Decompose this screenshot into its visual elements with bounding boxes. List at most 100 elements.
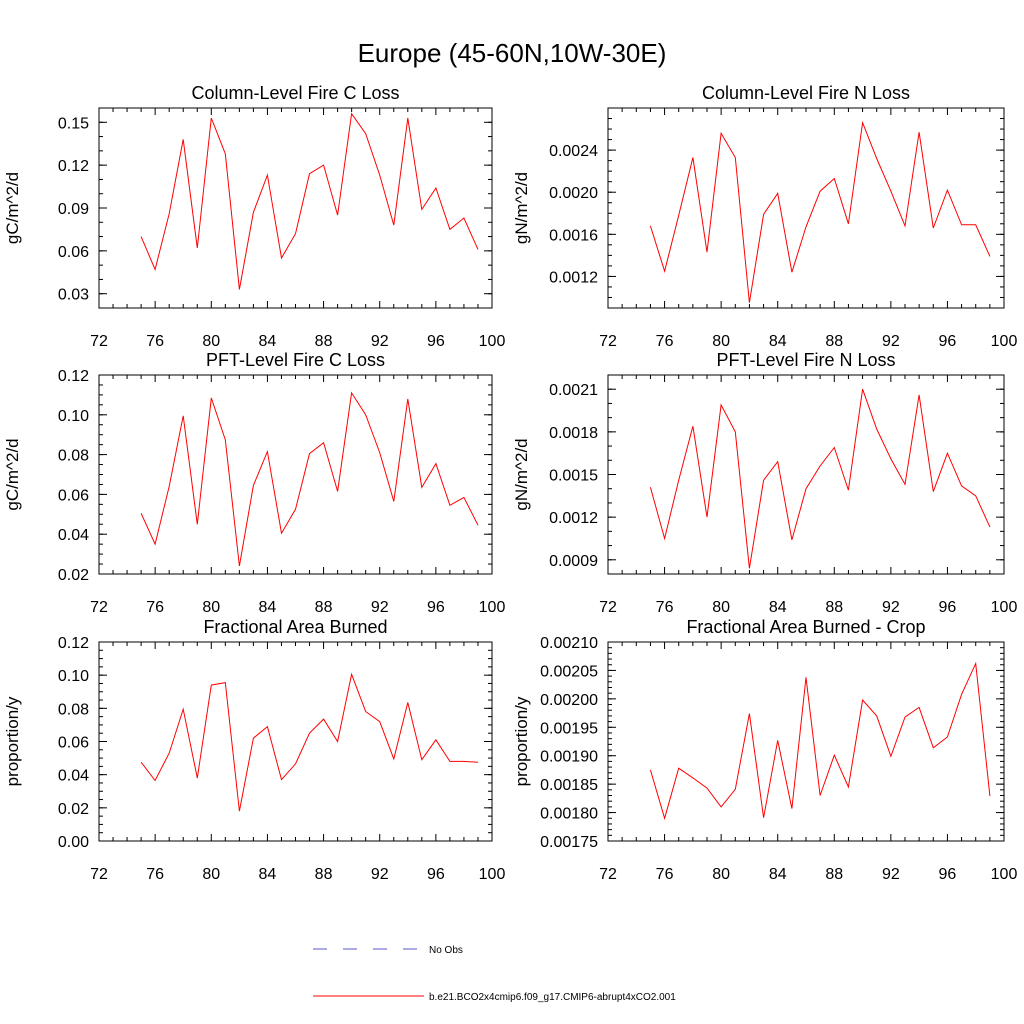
x-tick-label: 76 — [146, 599, 164, 616]
x-tick-label: 84 — [769, 333, 787, 350]
x-tick-label: 100 — [991, 866, 1018, 883]
x-tick-label: 80 — [202, 333, 220, 350]
panel-title: PFT-Level Fire N Loss — [716, 350, 895, 370]
y-axis-label: gC/m^2/d — [3, 438, 22, 510]
x-tick-label: 80 — [202, 866, 220, 883]
legend-model-label: b.e21.BCO2x4cmip6.f09_g17.CMIP6-abrupt4x… — [429, 992, 676, 1003]
x-tick-label: 96 — [427, 866, 445, 883]
x-tick-label: 88 — [825, 599, 843, 616]
x-tick-label: 100 — [479, 333, 506, 350]
y-tick-label: 0.00 — [58, 834, 89, 851]
series-line-1 — [649, 389, 991, 569]
y-tick-label: 0.06 — [58, 735, 89, 752]
panel-4: 72 76 80 84 88 92 96 100 0.0009 0.0012 0.0015 0.001… — [512, 350, 1017, 616]
x-tick-label: 88 — [315, 599, 333, 616]
panel-title: Fractional Area Burned — [203, 617, 387, 637]
y-axis-label: gN/m^2/d — [512, 172, 531, 244]
panels: 72 76 80 84 88 92 96 100 0.03 0.06 0.09 0.12 0.15 Col… — [3, 83, 1017, 883]
x-tick-label: 84 — [769, 866, 787, 883]
panel-3: 72 76 80 84 88 92 96 100 0.02 0.04 0.06 0.08 0.10 0.1… — [3, 350, 505, 616]
y-tick-label: 0.08 — [58, 701, 89, 718]
x-tick-label: 92 — [882, 333, 900, 350]
x-tick-label: 72 — [599, 333, 617, 350]
y-tick-label: 0.08 — [58, 448, 89, 465]
y-tick-label: 0.0009 — [549, 553, 598, 570]
y-tick-label: 0.09 — [58, 201, 89, 218]
x-tick-label: 88 — [825, 333, 843, 350]
x-tick-label: 72 — [90, 333, 108, 350]
x-tick-label: 76 — [656, 866, 674, 883]
y-tick-label: 0.03 — [58, 287, 89, 304]
y-tick-label: 0.0016 — [549, 227, 598, 244]
y-tick-label: 0.10 — [58, 668, 89, 685]
y-tick-label: 0.15 — [58, 115, 89, 132]
y-axis-label: proportion/y — [3, 696, 22, 786]
x-tick-label: 76 — [656, 599, 674, 616]
y-axis-label: gN/m^2/d — [512, 438, 531, 510]
panel-title: Fractional Area Burned - Crop — [686, 617, 925, 637]
x-tick-label: 80 — [712, 599, 730, 616]
x-tick-label: 92 — [371, 333, 389, 350]
x-tick-label: 96 — [939, 866, 957, 883]
x-tick-label: 96 — [939, 333, 957, 350]
series-line-1 — [140, 672, 479, 812]
x-tick-label: 84 — [259, 866, 277, 883]
x-tick-label: 84 — [259, 333, 277, 350]
y-tick-label: 0.00190 — [540, 749, 598, 766]
panel-2: 72 76 80 84 88 92 96 100 0.0012 0.0016 0.0020 0.002… — [512, 83, 1017, 350]
x-tick-label: 92 — [882, 599, 900, 616]
y-tick-label: 0.0012 — [549, 269, 598, 286]
y-tick-label: 0.12 — [58, 158, 89, 175]
plot-frame — [607, 374, 1005, 575]
x-tick-label: 88 — [315, 866, 333, 883]
y-axis-label: gC/m^2/d — [3, 172, 22, 244]
series-line-1 — [140, 391, 479, 567]
legend-no-obs-label: No Obs — [429, 945, 463, 956]
x-tick-label: 80 — [712, 866, 730, 883]
x-tick-label: 100 — [479, 599, 506, 616]
x-tick-label: 72 — [599, 866, 617, 883]
y-tick-label: 0.0021 — [549, 382, 598, 399]
x-tick-label: 80 — [202, 599, 220, 616]
y-tick-label: 0.0020 — [549, 185, 598, 202]
y-tick-label: 0.06 — [58, 487, 89, 504]
x-tick-label: 88 — [825, 866, 843, 883]
y-tick-label: 0.04 — [58, 527, 89, 544]
x-tick-label: 100 — [991, 599, 1018, 616]
series-line-1 — [649, 120, 991, 303]
x-tick-label: 76 — [146, 333, 164, 350]
panel-title: Column-Level Fire N Loss — [702, 83, 910, 103]
y-tick-label: 0.00210 — [540, 635, 598, 652]
y-tick-label: 0.00180 — [540, 806, 598, 823]
legend: No Obs b.e21.BCO2x4cmip6.f09_g17.CMIP6-a… — [313, 945, 676, 1003]
panel-title: Column-Level Fire C Loss — [191, 83, 399, 103]
y-tick-label: 0.12 — [58, 635, 89, 652]
panel-5: 72 76 80 84 88 92 96 100 0.00 0.02 0.04 0.06 0.08 0.1… — [3, 617, 505, 883]
x-tick-label: 96 — [427, 599, 445, 616]
x-tick-label: 92 — [371, 866, 389, 883]
plot-frame — [98, 107, 493, 309]
y-tick-label: 0.0024 — [549, 143, 598, 160]
y-tick-label: 0.00205 — [540, 663, 598, 680]
y-tick-label: 0.0018 — [549, 425, 598, 442]
y-tick-label: 0.00185 — [540, 777, 598, 794]
plot-frame — [98, 641, 493, 842]
x-tick-label: 100 — [479, 866, 506, 883]
y-tick-label: 0.06 — [58, 244, 89, 261]
x-tick-label: 76 — [656, 333, 674, 350]
x-tick-label: 72 — [599, 599, 617, 616]
plot-frame — [607, 107, 1005, 309]
y-tick-label: 0.04 — [58, 768, 89, 785]
x-tick-label: 72 — [90, 866, 108, 883]
y-tick-label: 0.0015 — [549, 468, 598, 485]
plot-frame — [607, 641, 1005, 842]
y-tick-label: 0.0012 — [549, 510, 598, 527]
series-line-1 — [140, 112, 479, 290]
panel-title: PFT-Level Fire C Loss — [206, 350, 385, 370]
y-tick-label: 0.02 — [58, 567, 89, 584]
y-tick-label: 0.00175 — [540, 834, 598, 851]
x-tick-label: 76 — [146, 866, 164, 883]
x-tick-label: 92 — [882, 866, 900, 883]
x-tick-label: 72 — [90, 599, 108, 616]
